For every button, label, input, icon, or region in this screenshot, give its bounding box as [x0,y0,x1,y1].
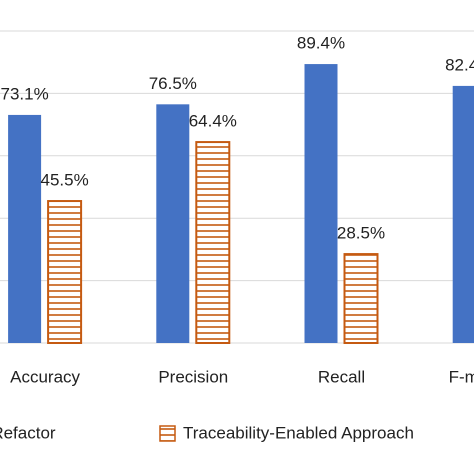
bar [47,200,83,344]
bar [8,114,42,343]
x-tick-label: Accuracy [10,367,80,386]
x-tick-label: F-measure [449,367,474,386]
bar [156,104,190,343]
legend-swatch [159,425,176,442]
data-label: 64.4% [189,112,237,131]
legend-label: FR-Refactor [0,423,56,442]
data-label: 28.5% [337,224,385,243]
legend-label: Traceability-Enabled Approach [183,423,414,442]
data-label: 45.5% [40,171,88,190]
data-label: 89.4% [297,34,345,53]
bar [304,64,338,344]
data-label: 82.4% [445,55,474,74]
bar [452,85,474,344]
bar [343,253,379,344]
x-tick-label: Recall [318,367,365,386]
bar [195,141,231,344]
x-tick-label: Precision [158,367,228,386]
data-label: 76.5% [149,74,197,93]
data-label: 73.1% [0,84,48,103]
